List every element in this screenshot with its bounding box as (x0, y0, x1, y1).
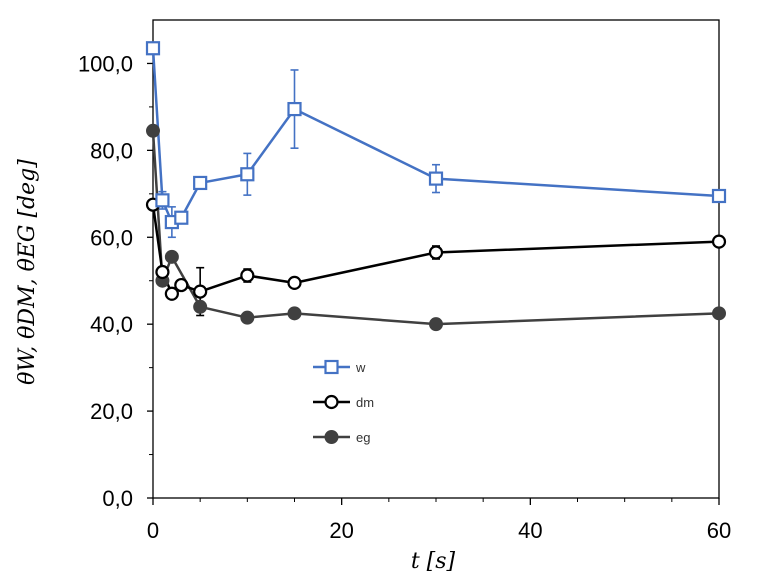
x-axis-label: t [s] (411, 549, 456, 574)
legend-label-w: w (355, 360, 366, 375)
axes: 0,0 20,0 40,0 60,0 80,0 100,0 0 20 40 60 (78, 19, 731, 543)
point-eg (240, 310, 255, 325)
point-dm (193, 284, 208, 299)
y-tick-label: 20,0 (90, 399, 133, 424)
legend-marker-w (324, 359, 339, 375)
point-dm (164, 286, 179, 301)
x-tick-label: 0 (147, 518, 159, 543)
point-dm (174, 277, 189, 293)
point-eg (429, 317, 443, 332)
x-tick-label: 20 (329, 518, 353, 543)
point-w (193, 175, 208, 191)
legend-marker-eg (324, 430, 339, 444)
legend: w dm eg (313, 359, 374, 445)
y-tick-label: 0,0 (102, 486, 133, 511)
point-dm (711, 234, 727, 249)
series-markers (145, 41, 727, 332)
legend-label-eg: eg (356, 430, 370, 445)
y-tick-label: 40,0 (90, 312, 133, 337)
point-w (287, 101, 302, 117)
point-w (428, 171, 444, 186)
point-w (174, 210, 189, 225)
y-tick-label: 60,0 (90, 225, 133, 250)
point-eg (146, 123, 160, 138)
point-eg (164, 249, 179, 264)
y-axis-label: θW, θDM, θEG [deg] (15, 159, 40, 385)
y-tick-label: 80,0 (90, 138, 133, 163)
point-dm (155, 264, 170, 280)
point-eg (287, 306, 302, 321)
x-tick-label: 60 (707, 518, 731, 543)
point-dm (240, 268, 255, 283)
point-w (155, 193, 170, 208)
point-dm (287, 275, 302, 290)
y-tick-label: 100,0 (78, 51, 133, 76)
point-eg (193, 299, 208, 314)
point-eg (712, 306, 726, 321)
x-tick-label: 40 (518, 518, 542, 543)
point-w (711, 188, 727, 204)
point-dm (428, 245, 444, 260)
legend-label-dm: dm (356, 395, 374, 410)
point-w (145, 41, 161, 56)
legend-marker-dm (324, 394, 339, 410)
point-w (240, 167, 255, 182)
